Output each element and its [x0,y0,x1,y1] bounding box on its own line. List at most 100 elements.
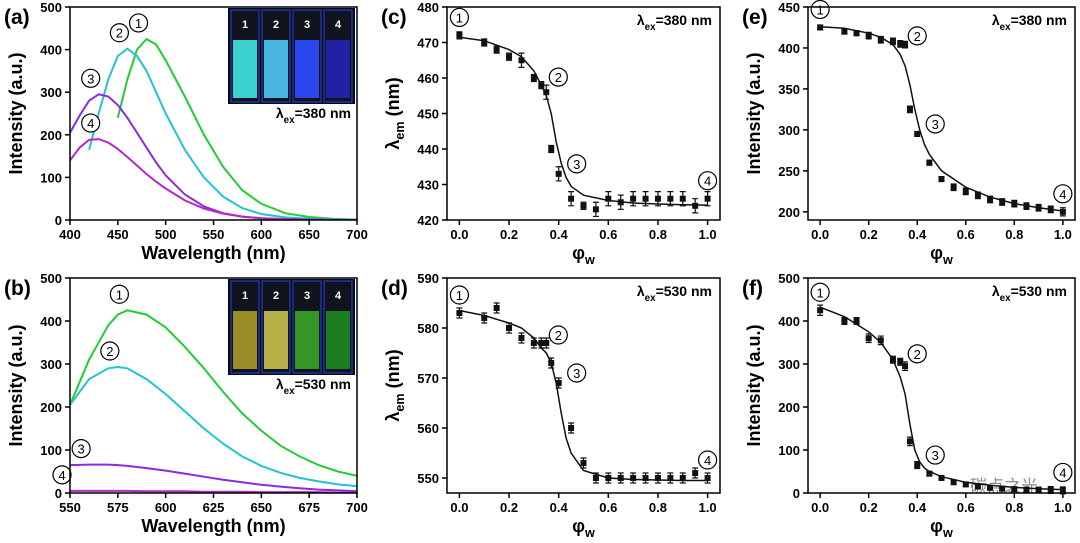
callout-circle [925,445,945,465]
callout-circle [1053,184,1073,204]
vial-liquid [295,40,319,98]
vial-liquid [264,311,288,369]
data-point [642,195,649,202]
y-axis-label: Intensity (a.u.) [6,52,26,174]
x-tick-label: 0.4 [550,500,569,515]
vial-label: 2 [273,290,279,302]
data-point [889,356,896,363]
axes-frame [69,6,358,221]
axes-frame [69,277,358,494]
x-tick-label: 600 [250,227,272,242]
panel-label: (c) [381,6,407,29]
x-tick-label: 1.0 [699,227,717,242]
x-axis-label-sub: w [942,526,953,538]
callout-label: 3 [573,366,580,381]
y-tick-label: 200 [778,400,800,415]
callout-circle [567,154,587,174]
y-tick-label: 100 [778,443,800,458]
y-tick-label: 450 [778,0,800,15]
data-point [704,475,711,481]
data-point [865,335,872,342]
callout-label: 3 [932,448,939,463]
callout-label: 4 [704,453,711,468]
y-tick-label: 590 [417,271,439,286]
y-tick-label: 200 [40,400,62,415]
y-tick-label: 500 [40,271,62,286]
data-point [493,305,500,311]
data-point [667,195,674,202]
excitation-label-main: λ [276,105,284,121]
excitation-label-sub: ex [284,386,295,397]
callout-circle [697,450,718,470]
excitation-label-main: λ [992,12,1000,28]
vial-liquid [233,40,257,98]
data-point [456,32,463,39]
data-point [605,195,612,202]
x-tick-label: 550 [59,500,81,515]
series-line [70,138,357,220]
data-point [817,24,824,31]
data-point [914,462,921,469]
excitation-label-rest: =530 nm [1011,283,1067,299]
callout-label: 1 [817,285,824,300]
series-line [70,309,357,477]
data-point [897,358,904,365]
y-axis-label-rest: (nm) [383,349,403,393]
data-point [617,199,624,206]
callout-label: 1 [456,288,463,303]
y-tick-label: 480 [417,0,439,15]
callout-circle [81,68,101,88]
y-tick-label: 400 [40,314,62,329]
y-tick-label: 100 [40,170,62,185]
x-tick-label: 650 [250,500,272,515]
y-tick-label: 300 [778,123,800,138]
data-point [817,307,824,314]
data-point [679,195,686,202]
x-axis-label-main: φ [572,516,585,536]
data-point [592,206,599,213]
data-point [999,485,1006,492]
callout-circle [548,67,568,87]
callout-label: 3 [932,117,939,132]
y-tick-label: 500 [778,271,800,286]
data-point [692,202,699,209]
y-axis-label: λem (nm) [383,77,407,149]
data-point [950,479,957,486]
data-point [548,146,555,152]
callout-label: 1 [817,2,824,17]
callout-circle [100,341,120,361]
data-point [679,475,686,481]
vial-label: 3 [304,290,310,302]
x-tick-label: 450 [107,227,129,242]
x-axis-label-main: φ [572,243,585,263]
data-point [456,310,463,316]
fit-curve [459,309,708,482]
data-point [1035,204,1042,211]
x-axis-label-sub: w [942,253,953,267]
data-point [543,340,550,346]
x-tick-label: 0.0 [811,227,829,242]
data-point [1023,203,1030,210]
x-axis-label: Wavelength (nm) [141,243,285,263]
callout-circle [907,344,927,364]
excitation-label: λex=530 nm [637,283,712,304]
panel: (c) 420 430 440 450 460 470 480 0.0 0.2 0.4 0.6 0.8 1… [381,0,721,242]
callout-circle [128,13,149,33]
callout-label: 4 [704,174,711,189]
callout-label: 2 [555,328,562,343]
excitation-label-rest: =380 nm [1011,12,1067,28]
excitation-label-rest: =380 nm [295,105,351,121]
series-line [70,489,357,493]
data-point [950,184,957,191]
data-point [481,39,488,46]
data-point [914,130,921,137]
data-point [853,318,860,324]
callout-label: 2 [116,26,123,41]
data-point [555,170,562,177]
y-tick-label: 430 [417,178,439,193]
data-point [889,38,896,45]
data-point [1035,486,1042,493]
y-tick-label: 500 [40,0,62,15]
data-point [605,475,612,481]
y-tick-label: 420 [417,213,439,228]
